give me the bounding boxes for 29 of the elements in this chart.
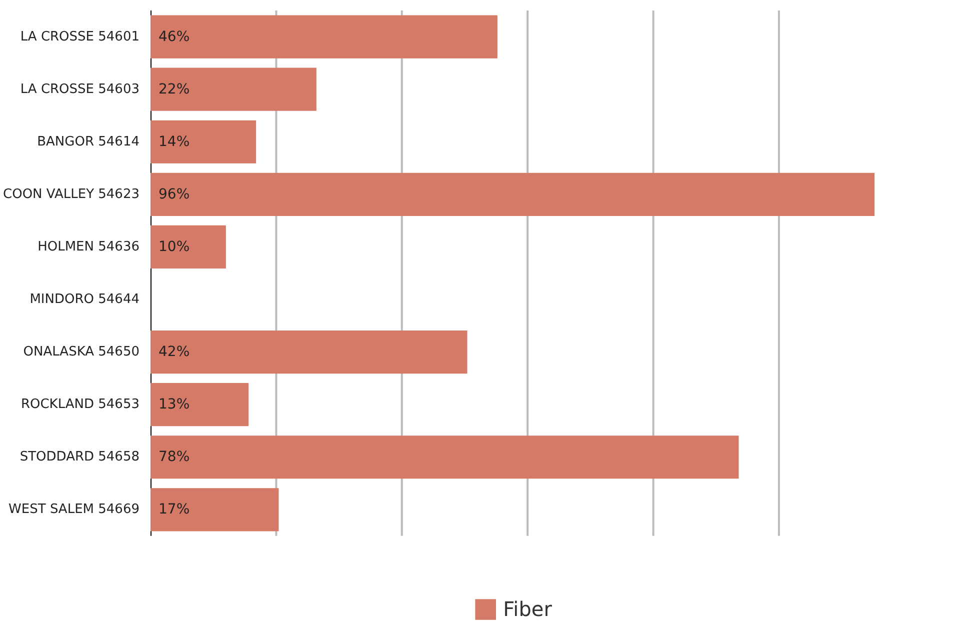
bar: [150, 15, 498, 58]
data-label: 17%: [158, 502, 190, 518]
y-tick-label: STODDARD 54658: [20, 450, 140, 465]
y-tick-label: ROCKLAND 54653: [20, 397, 140, 412]
data-label: 96%: [158, 186, 190, 202]
y-tick-label: LA CROSSE 54603: [20, 82, 140, 97]
data-label: 13%: [158, 396, 190, 413]
y-tick-label: COON VALLEY 54623: [3, 186, 140, 202]
y-tick-label: MINDORO 54644: [30, 292, 140, 307]
data-label: 78%: [158, 449, 190, 466]
bar: [150, 225, 226, 268]
data-label: 46%: [158, 28, 190, 45]
y-tick-label: BANGOR 54614: [37, 134, 140, 150]
y-tick-label: HOLMEN 54636: [38, 239, 140, 254]
data-label: 22%: [158, 81, 190, 98]
data-label: 10%: [158, 238, 190, 255]
bar: [150, 488, 279, 532]
y-tick-label: LA CROSSE 54601: [20, 29, 140, 44]
bar: [150, 172, 874, 216]
bar: [150, 383, 249, 426]
data-label: 14%: [158, 134, 190, 150]
bar: [150, 68, 316, 111]
bar: [150, 330, 468, 374]
data-label: 42%: [158, 344, 190, 360]
bar: [150, 436, 739, 479]
y-tick-label: WEST SALEM 54669: [8, 502, 140, 518]
bar: [150, 120, 256, 164]
y-tick-label: ONALASKA 54650: [23, 344, 140, 360]
legend-label: Fiber: [503, 597, 552, 621]
